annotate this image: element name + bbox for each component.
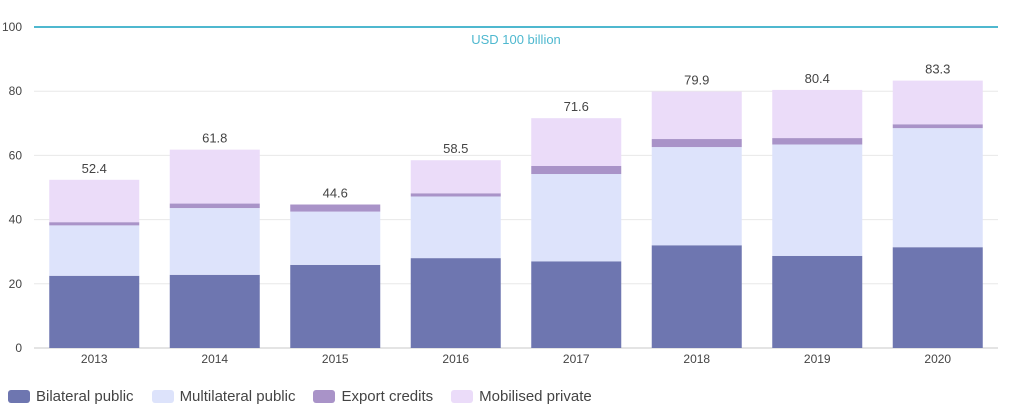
bar-total-label: 83.3 (925, 62, 950, 77)
bar-segment (892, 128, 983, 248)
y-tick-label: 0 (15, 341, 22, 355)
legend-swatch (8, 389, 30, 403)
bar-segment (531, 261, 622, 348)
bar-segment (892, 124, 983, 129)
legend-label: Multilateral public (179, 387, 296, 405)
bar-segment (410, 193, 501, 197)
bar-segment (290, 204, 381, 212)
bar-segment (410, 160, 501, 194)
bar-total-label: 71.6 (564, 99, 589, 114)
bar-total-label: 44.6 (323, 186, 348, 201)
bar-segment (651, 91, 742, 140)
bar-segment (531, 118, 622, 166)
bar-segment (410, 258, 501, 348)
bar-segment (772, 138, 863, 145)
bar-total-label: 58.5 (443, 141, 468, 156)
bar-total-label: 52.4 (82, 161, 107, 176)
bar-total-label: 80.4 (805, 71, 830, 86)
bar-segment (410, 196, 501, 259)
bar-segment (169, 274, 260, 348)
x-tick-label: 2016 (442, 352, 469, 366)
bar-segment (49, 222, 140, 226)
x-tick-label: 2015 (322, 352, 349, 366)
bar-segment (169, 203, 260, 209)
x-tick-label: 2013 (81, 352, 108, 366)
bar-segment (772, 144, 863, 256)
legend-item-bilateral-public[interactable]: Bilateral public (8, 388, 134, 405)
chart-legend: Bilateral public Multilateral public Exp… (8, 385, 592, 407)
bar-segment (892, 80, 983, 125)
y-tick-label: 40 (9, 213, 23, 227)
bar-segment (49, 225, 140, 276)
bar-segment (290, 264, 381, 348)
bar-segment (772, 255, 863, 348)
legend-swatch (313, 389, 336, 403)
bar-segment (531, 165, 622, 175)
bar-segment (531, 174, 622, 262)
bar-segment (892, 247, 983, 348)
bar-total-label: 61.8 (202, 131, 227, 146)
y-tick-label: 100 (2, 20, 22, 34)
legend-label: Export credits (341, 387, 434, 405)
y-tick-label: 20 (9, 277, 23, 291)
reference-line-label: USD 100 billion (471, 32, 561, 47)
legend-item-export-credits[interactable]: Export credits (313, 388, 433, 405)
x-tick-label: 2019 (804, 352, 831, 366)
stacked-bar-chart: 0 20 40 60 80 100 52.4 2013 61.8 2014 44.6 2015 58.5… (2, 20, 998, 366)
bar-segment (772, 89, 863, 139)
y-tick-label: 60 (9, 148, 23, 162)
bar-segment (169, 208, 260, 275)
x-tick-label: 2014 (201, 352, 228, 366)
x-tick-label: 2018 (683, 352, 710, 366)
bar-segment (651, 147, 742, 246)
legend-item-multilateral-public[interactable]: Multilateral public (151, 387, 296, 405)
bar-segment (169, 149, 260, 204)
legend-swatch (451, 389, 474, 403)
y-tick-label: 80 (9, 84, 23, 98)
bar-segment (651, 245, 742, 348)
bar-segment (49, 179, 140, 223)
bar-total-label: 79.9 (684, 73, 709, 88)
bar-segment (49, 275, 140, 348)
x-tick-label: 2017 (563, 352, 590, 366)
legend-label: Mobilised private (479, 387, 592, 405)
bar-segment (290, 211, 381, 265)
legend-item-mobilised-private[interactable]: Mobilised private (451, 388, 592, 405)
legend-swatch (151, 389, 174, 403)
legend-label: Bilateral public (36, 387, 134, 405)
bar-segment (651, 139, 742, 148)
x-tick-label: 2020 (924, 352, 951, 366)
